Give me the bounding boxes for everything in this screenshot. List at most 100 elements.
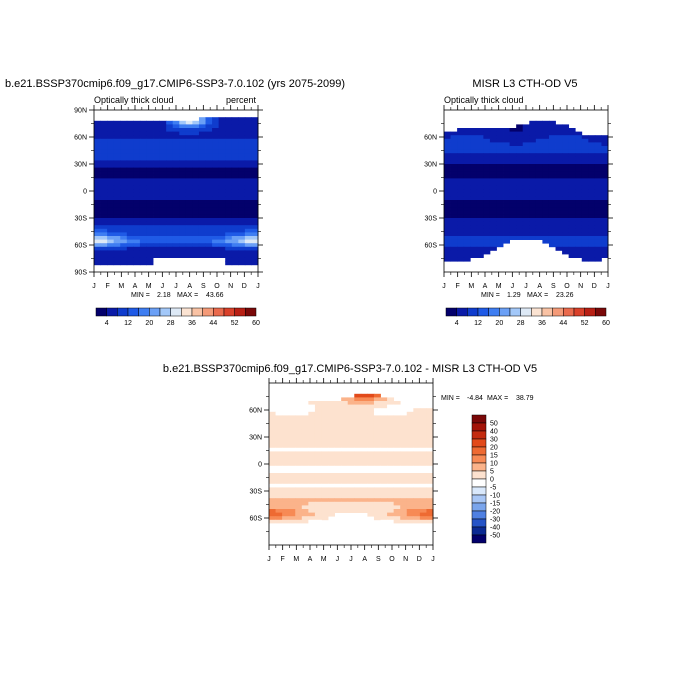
model-cell [100, 128, 108, 132]
model-cell [100, 138, 108, 143]
model-cell [100, 236, 108, 240]
obs-cell [542, 171, 550, 176]
diff-x-tick-label: J [336, 556, 340, 563]
diff-cell [393, 462, 401, 467]
obs-cell [562, 185, 570, 190]
obs-cell [575, 138, 583, 143]
diff-cell [387, 397, 395, 402]
diff-cell [269, 487, 276, 492]
obs-cell [463, 236, 471, 240]
model-cell [166, 174, 174, 179]
obs-cell [516, 174, 524, 179]
model-cell [185, 250, 193, 255]
diff-cell [419, 411, 427, 416]
model-cell [166, 171, 174, 176]
model-cell [107, 174, 115, 179]
model-cell [133, 257, 141, 262]
model-cell [212, 225, 220, 230]
diff-cell [347, 437, 355, 441]
model-cell [218, 203, 226, 208]
obs-cell [489, 203, 497, 208]
model-cell [192, 207, 200, 212]
obs-cell [555, 182, 563, 186]
diff-cell [341, 458, 349, 463]
model-cell [205, 246, 213, 251]
diff-cell [334, 494, 342, 499]
obs-cell [601, 254, 609, 258]
diff-cell [387, 465, 395, 470]
model-cell [100, 149, 108, 154]
model-cell [153, 138, 160, 143]
obs-cell [581, 221, 589, 226]
diff-cell [354, 408, 362, 413]
obs-cell [568, 182, 576, 186]
diff-cell [354, 476, 362, 481]
model-cell [126, 236, 134, 240]
diff-cell [341, 498, 349, 503]
obs-cell [463, 182, 471, 186]
diff-cell [347, 397, 355, 402]
model-cell [244, 232, 252, 237]
model-cell [185, 178, 193, 183]
model-cell [133, 124, 141, 129]
diff-cell [426, 455, 434, 459]
obs-cell [463, 225, 471, 230]
model-cell [198, 185, 206, 190]
diff-cell [301, 519, 309, 524]
obs-cell [470, 135, 478, 140]
obs-cell [463, 146, 471, 150]
diff-cell [269, 455, 276, 459]
diff-cell [288, 487, 296, 492]
diff-cell [354, 505, 362, 510]
model-cell [146, 185, 154, 190]
obs-cell [594, 250, 602, 255]
model-cell [139, 210, 147, 215]
obs-cell [444, 178, 451, 183]
diff-cell [295, 512, 303, 517]
model-cell [198, 232, 206, 237]
diff-cell [367, 444, 375, 449]
model-cell [251, 261, 259, 266]
diff-cell [393, 469, 401, 474]
diff-cell [419, 501, 427, 506]
model-cell [244, 250, 252, 255]
obs-cell [503, 156, 510, 161]
obs-cell [503, 160, 510, 165]
obs-cell [476, 221, 484, 226]
model-cell [113, 174, 121, 179]
diff-cell [426, 501, 434, 506]
model-cell [113, 182, 121, 186]
model-cell [172, 164, 180, 168]
obs-cell [509, 160, 517, 165]
model-cell [139, 146, 147, 150]
model-cell [238, 142, 246, 147]
diff-cell [334, 433, 342, 438]
model-cell [120, 142, 128, 147]
model-cell [146, 149, 154, 154]
diff-cell [380, 408, 388, 413]
diff-cell [321, 447, 329, 452]
diff-cell [406, 429, 414, 434]
model-cell [146, 171, 154, 176]
obs-cell [568, 250, 576, 255]
diff-cell [360, 415, 368, 420]
diff-cell [426, 469, 434, 474]
diff-cell [328, 487, 335, 492]
model-cell [244, 156, 252, 161]
model-cell [185, 192, 193, 197]
model-cell [205, 156, 213, 161]
diff-cell [347, 469, 355, 474]
model-colorbar-swatch [95, 307, 107, 317]
diff-cell [341, 404, 349, 409]
obs-cell [503, 185, 510, 190]
obs-cell [503, 171, 510, 176]
model-cell [159, 207, 167, 212]
model-cell [192, 246, 200, 251]
obs-cell [470, 189, 478, 194]
model-y-tick-label: 60N [74, 135, 87, 142]
model-cell [139, 142, 147, 147]
model-colorbar-label: 20 [145, 320, 153, 327]
model-cell [139, 182, 147, 186]
obs-cell [548, 196, 556, 201]
